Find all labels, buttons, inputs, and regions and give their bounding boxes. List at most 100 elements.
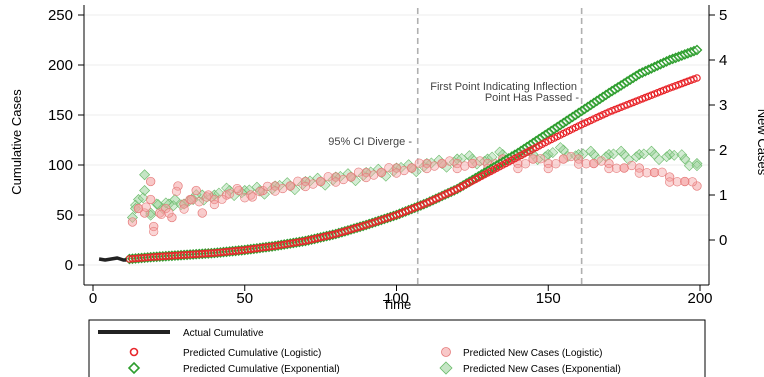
- legend-box: [88, 319, 706, 377]
- point-new-logistic: [543, 163, 553, 174]
- point-cumulative-exponential: [691, 44, 703, 56]
- point-new-logistic: [520, 159, 531, 169]
- point-new-logistic: [399, 165, 409, 176]
- point-new-logistic: [209, 199, 219, 210]
- point-new-logistic: [536, 154, 546, 164]
- reference-lines: [416, 8, 583, 285]
- point-new-logistic: [384, 163, 394, 173]
- point-new-logistic: [566, 151, 576, 162]
- y-axis-title-left: Cumulative Cases: [9, 89, 24, 195]
- point-new-exponential: [139, 185, 151, 196]
- point-new-logistic: [627, 160, 637, 171]
- point-new-exponential: [683, 160, 695, 172]
- point-new-logistic: [573, 159, 584, 169]
- point-cumulative-logistic: [693, 74, 701, 82]
- point-new-logistic: [665, 172, 675, 182]
- legend-swatch-cum-logistic: [129, 347, 139, 357]
- point-new-logistic: [543, 158, 553, 169]
- point-new-logistic: [611, 163, 622, 173]
- point-new-logistic: [369, 170, 379, 180]
- point-new-logistic: [146, 176, 156, 187]
- point-new-logistic: [209, 194, 220, 205]
- point-new-logistic: [452, 158, 462, 169]
- point-new-logistic: [338, 174, 348, 185]
- point-new-logistic: [149, 221, 159, 232]
- y-right-tick-label: 0: [719, 232, 727, 249]
- annotation-inflection-line1: First Point Indicating Inflection: [430, 81, 577, 93]
- series-predicted-cumulative-logistic: [125, 74, 701, 263]
- point-new-logistic: [596, 156, 606, 166]
- point-new-exponential: [213, 187, 225, 199]
- point-new-logistic: [422, 158, 432, 169]
- point-new-logistic: [197, 208, 207, 218]
- y-left-tick-label: 50: [56, 207, 73, 224]
- point-new-logistic: [581, 159, 591, 169]
- y-right-tick-label: 3: [719, 97, 727, 114]
- point-new-exponential: [661, 151, 673, 163]
- point-new-logistic: [619, 163, 629, 173]
- point-new-logistic: [376, 167, 386, 178]
- point-new-logistic: [278, 183, 288, 194]
- point-new-logistic: [445, 156, 455, 166]
- y-left-tick-label: 100: [48, 157, 73, 174]
- point-new-logistic: [247, 192, 257, 202]
- point-new-logistic: [475, 156, 485, 166]
- annotation-ci-diverge: 95% CI Diverge -: [328, 136, 412, 148]
- point-new-logistic: [300, 176, 311, 187]
- point-new-exponential: [676, 149, 688, 161]
- point-new-logistic: [167, 212, 177, 223]
- point-new-logistic: [285, 181, 295, 191]
- point-new-exponential: [139, 169, 151, 181]
- point-new-logistic: [642, 168, 652, 178]
- point-new-logistic: [173, 181, 183, 191]
- point-new-logistic: [680, 176, 690, 187]
- legend-swatch-cum-exponential: [127, 361, 141, 375]
- y-left-tick-label: 150: [48, 107, 73, 124]
- legend-swatch-new-exponential: [439, 361, 453, 375]
- point-new-logistic: [141, 202, 151, 212]
- legend-label-actual: Actual Cumulative: [183, 328, 264, 339]
- point-new-logistic: [437, 158, 447, 169]
- point-new-exponential: [646, 145, 657, 157]
- point-new-logistic: [316, 176, 326, 187]
- point-new-logistic: [589, 158, 599, 169]
- point-new-logistic: [300, 181, 311, 192]
- point-new-logistic: [156, 209, 166, 219]
- y-right-tick-label: 4: [719, 52, 727, 69]
- point-new-logistic: [467, 158, 477, 169]
- point-new-logistic: [331, 177, 341, 187]
- point-new-logistic: [353, 167, 364, 177]
- x-tick-label: 150: [536, 290, 561, 307]
- point-new-logistic: [293, 176, 303, 186]
- point-new-logistic: [665, 177, 675, 187]
- point-new-logistic: [604, 158, 614, 169]
- point-new-logistic: [308, 179, 318, 189]
- point-new-logistic: [687, 177, 698, 187]
- point-new-logistic: [171, 186, 182, 196]
- legend-label-cum-logistic: Predicted Cumulative (Logistic): [183, 348, 321, 359]
- point-new-exponential: [585, 145, 597, 157]
- y-left-tick-label: 200: [48, 57, 73, 74]
- x-tick-label: 200: [687, 290, 712, 307]
- y-right-tick-label: 2: [719, 142, 727, 159]
- y-right-tick-label: 5: [719, 7, 727, 24]
- point-new-logistic: [361, 172, 371, 183]
- point-new-logistic: [149, 226, 159, 237]
- legend-label-new-logistic: Predicted New Cases (Logistic): [463, 348, 603, 359]
- point-new-logistic: [187, 195, 197, 205]
- point-new-logistic: [146, 194, 156, 205]
- x-axis-title: Time: [383, 297, 411, 312]
- point-new-logistic: [361, 167, 371, 178]
- point-new-logistic: [429, 161, 440, 171]
- point-new-logistic: [194, 197, 204, 207]
- point-new-logistic: [331, 172, 341, 182]
- x-tick-label: 100: [384, 290, 409, 307]
- x-tick-label: 0: [89, 290, 97, 307]
- point-new-logistic: [346, 172, 356, 182]
- series-actual-cumulative: [98, 256, 127, 262]
- point-new-logistic: [407, 163, 417, 173]
- point-new-logistic: [127, 217, 138, 227]
- point-new-logistic: [202, 192, 212, 202]
- point-new-logistic: [528, 154, 538, 164]
